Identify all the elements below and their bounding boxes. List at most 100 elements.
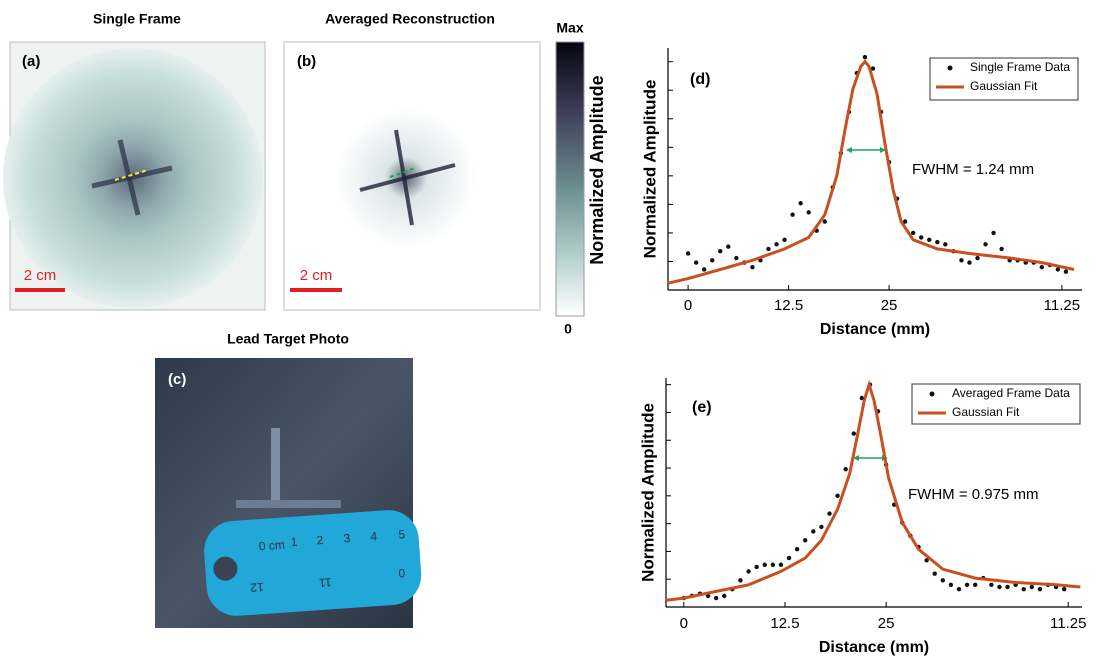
y-axis-label: Normalized Amplitude	[638, 403, 657, 582]
data-point	[782, 238, 786, 242]
panel-label: (a)	[22, 53, 40, 70]
data-point	[686, 251, 690, 255]
colorbar-min: 0	[564, 321, 572, 337]
colorbar	[556, 42, 584, 316]
data-point	[787, 556, 791, 560]
data-point	[835, 494, 839, 498]
data-point	[750, 265, 754, 269]
x-tick-label: 12.5	[774, 297, 803, 314]
scale-bar-label: 2 cm	[300, 267, 333, 284]
data-point	[718, 249, 722, 253]
data-point	[1062, 587, 1066, 591]
data-point	[702, 267, 706, 271]
x-tick-label: 0	[684, 297, 692, 314]
data-point	[949, 583, 953, 587]
legend-label: Gaussian Fit	[970, 79, 1038, 93]
data-point	[943, 242, 947, 246]
data-point	[779, 563, 783, 567]
colorbar-max: Max	[556, 20, 583, 36]
data-point	[1056, 267, 1060, 271]
data-point	[738, 578, 742, 582]
data-point	[710, 258, 714, 262]
legend-label: Gaussian Fit	[952, 405, 1020, 419]
legend-swatch	[948, 66, 953, 71]
lead-target	[236, 500, 341, 508]
x-tick-label: 11.25	[1050, 615, 1086, 632]
data-point	[973, 583, 977, 587]
data-point	[763, 563, 767, 567]
data-point	[983, 242, 987, 246]
panel-label: (d)	[690, 71, 710, 88]
data-point	[827, 511, 831, 515]
data-point	[967, 260, 971, 264]
data-point	[1040, 265, 1044, 269]
ruler-label: 1	[290, 535, 298, 549]
panel-title: Averaged Reconstruction	[325, 11, 495, 27]
data-point	[919, 235, 923, 239]
ruler-label: 4	[370, 529, 378, 543]
data-point	[957, 587, 961, 591]
x-axis-label: Distance (mm)	[820, 321, 930, 338]
data-point	[975, 256, 979, 260]
data-point	[714, 596, 718, 600]
data-point	[803, 538, 807, 542]
data-point	[795, 547, 799, 551]
data-point	[843, 467, 847, 471]
data-point	[819, 525, 823, 529]
panel-label: (e)	[692, 399, 712, 416]
x-tick-label: 11.25	[1044, 297, 1080, 314]
ruler-label: 5	[398, 527, 406, 541]
legend-label: Single Frame Data	[970, 60, 1070, 74]
data-point	[852, 431, 856, 435]
data-point	[1005, 585, 1009, 589]
panel-label: (c)	[168, 371, 186, 388]
data-point	[1030, 585, 1034, 589]
ruler-label: 11	[318, 575, 332, 590]
data-point	[959, 258, 963, 262]
data-point	[722, 594, 726, 598]
panel-label: (b)	[297, 53, 316, 70]
data-point	[941, 578, 945, 582]
data-point	[754, 565, 758, 569]
data-point	[694, 260, 698, 264]
ruler-label: 3	[343, 531, 351, 545]
panel-title: Lead Target Photo	[227, 331, 349, 347]
data-point	[726, 244, 730, 248]
x-tick-label: 25	[878, 615, 895, 632]
data-point	[766, 247, 770, 251]
colorbar-label: Normalized Amplitude	[587, 75, 607, 264]
data-point	[999, 247, 1003, 251]
lead-target	[271, 428, 280, 506]
data-point	[811, 529, 815, 533]
data-point	[927, 238, 931, 242]
data-point	[746, 569, 750, 573]
data-point	[991, 231, 995, 235]
data-point	[965, 583, 969, 587]
scale-bar-label: 2 cm	[24, 267, 57, 284]
ruler-label: 12	[250, 580, 265, 595]
data-point	[1022, 587, 1026, 591]
data-point	[933, 571, 937, 575]
annotation: FWHM = 0.975 mm	[908, 486, 1038, 503]
data-point	[1038, 587, 1042, 591]
data-point	[989, 583, 993, 587]
ruler-label: 0	[398, 566, 406, 580]
data-point	[997, 585, 1001, 589]
data-point	[774, 242, 778, 246]
legend-swatch	[930, 392, 935, 397]
ruler-label: 0 cm	[258, 538, 285, 554]
data-point	[911, 231, 915, 235]
data-point	[798, 201, 802, 205]
x-tick-label: 0	[680, 615, 688, 632]
ruler: 0 cm 1 2 3 4 5 12 11 0	[202, 508, 423, 618]
x-axis-label: Distance (mm)	[819, 639, 929, 656]
data-point	[863, 55, 867, 59]
ruler-label: 2	[316, 533, 324, 547]
x-tick-label: 12.5	[770, 615, 799, 632]
legend-label: Averaged Frame Data	[952, 386, 1070, 400]
data-point	[823, 219, 827, 223]
data-point	[935, 240, 939, 244]
data-point	[806, 210, 810, 214]
data-point	[771, 563, 775, 567]
data-point	[1064, 270, 1068, 274]
